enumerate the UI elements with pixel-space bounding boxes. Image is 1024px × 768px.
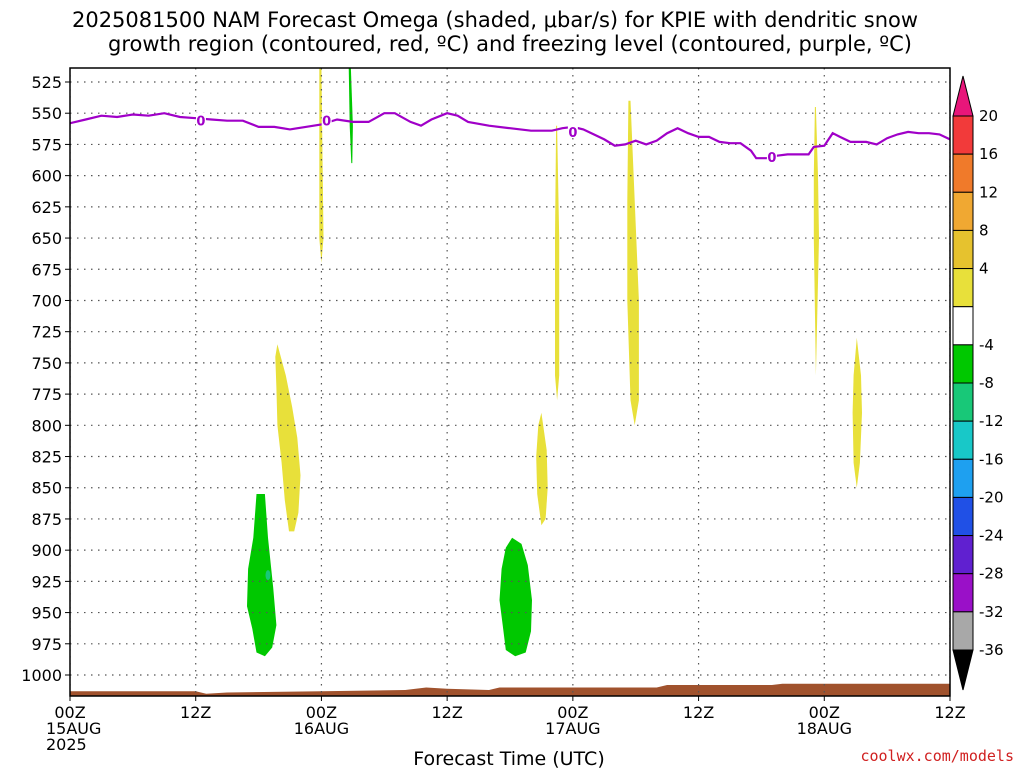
x-tick-label: 00Z (557, 703, 588, 722)
y-tick-label: 850 (31, 479, 62, 498)
y-tick-label: 900 (31, 541, 62, 560)
freezing-level-label: 0 (196, 115, 205, 130)
omega-yellow-plume-23z17 (813, 107, 819, 376)
colorbar-segment (952, 268, 974, 308)
x-tick-label: 15AUG (46, 719, 101, 738)
colorbar-tick-label: -32 (979, 603, 1004, 621)
colorbar-legend: 20 16 12 8 4 -4 -8 -12 -16 -20 -24 -28 -32 -36 (952, 75, 1004, 691)
colorbar-segment (952, 229, 974, 270)
freezing-level-label: 0 (568, 126, 577, 141)
y-tick-label: 1000 (21, 666, 62, 685)
x-tick-label: 12Z (934, 703, 965, 722)
y-tick-label: 950 (31, 604, 62, 623)
x-tick-label: 00Z (54, 703, 85, 722)
y-tick-label: 975 (31, 635, 62, 654)
colorbar-segment (952, 306, 974, 346)
colorbar-segment (952, 344, 974, 384)
y-tick-label: 525 (31, 73, 62, 92)
y-tick-label: 750 (31, 354, 62, 373)
colorbar-tick-label: 20 (979, 107, 998, 125)
x-tick-label: 18AUG (797, 719, 852, 738)
freezing-level-label: 0 (767, 151, 776, 166)
chart-title-line-1: 2025081500 NAM Forecast Omega (shaded, μ… (72, 8, 918, 32)
credit-text: coolwx.com/models (860, 747, 1014, 765)
omega-yellow-plume-21z16 (536, 412, 548, 526)
colorbar-tick-label: 4 (979, 260, 989, 278)
colorbar-segment (952, 115, 974, 155)
omega-green-blob-18z15 (247, 494, 277, 657)
colorbar-segment (952, 420, 974, 460)
colorbar-segment (952, 535, 974, 575)
colorbar-bottom-arrow (952, 649, 974, 691)
y-tick-label: 925 (31, 572, 62, 591)
colorbar-tick-label: 12 (979, 183, 998, 201)
freezing-level-line (70, 112, 950, 160)
omega-yellow-plume-22z16 (555, 125, 560, 401)
x-axis-label: Forecast Time (UTC) (413, 748, 604, 768)
x-tick-label: 2025 (46, 735, 87, 754)
x-tick-label: 16AUG (294, 719, 349, 738)
axes: 525 550 575 600 625 650 675 700 725 750 775 800 825 8… (21, 67, 966, 754)
chart-title-line-2: growth region (contoured, red, ºC) and f… (108, 32, 912, 56)
omega-cyan-spot (265, 570, 271, 581)
freezing-level-label: 0 (322, 115, 331, 130)
colorbar-segment (952, 458, 974, 498)
colorbar-segment (952, 382, 974, 422)
x-tick-label: 17AUG (545, 719, 600, 738)
plot-frame (69, 67, 951, 697)
y-tick-label: 825 (31, 448, 62, 467)
omega-yellow-blob-03z18 (852, 337, 862, 488)
x-tick-label: 12Z (180, 703, 211, 722)
y-tick-label: 600 (31, 167, 62, 186)
colorbar-segment (952, 573, 974, 613)
colorbar-tick-label: -20 (979, 488, 1004, 506)
y-tick-label: 550 (31, 104, 62, 123)
y-tick-label: 875 (31, 510, 62, 529)
colorbar-tick-label: -24 (979, 527, 1004, 545)
terrain-fill (70, 683, 950, 696)
y-tick-label: 575 (31, 135, 62, 154)
colorbar-tick-label: -12 (979, 412, 1004, 430)
colorbar-tick-label: 8 (979, 221, 989, 239)
y-tick-label: 675 (31, 260, 62, 279)
colorbar-tick-label: -4 (979, 336, 994, 354)
plot-area: 0 0 0 0 (70, 68, 950, 696)
omega-green-blob-18z16 (499, 537, 532, 657)
x-tick-label: 12Z (431, 703, 462, 722)
omega-yellow-plume-00z16 (319, 68, 324, 263)
colorbar-segment (952, 496, 974, 537)
colorbar-tick-label: -16 (979, 450, 1004, 468)
plot-content: 0 0 0 0 (70, 68, 950, 696)
omega-yellow-plume-18z15 (275, 344, 301, 532)
colorbar-tick-label: -8 (979, 374, 994, 392)
colorbar-segment (952, 611, 974, 651)
freezing-label-bg (766, 148, 777, 163)
omega-yellow-plume-05z17 (627, 100, 639, 426)
y-tick-label: 700 (31, 291, 62, 310)
y-tick-label: 800 (31, 416, 62, 435)
colorbar-segment (952, 153, 974, 193)
colorbar-tick-label: -36 (979, 641, 1004, 659)
freezing-label-bg (567, 123, 578, 138)
colorbar-tick-label: 16 (979, 145, 998, 163)
y-tick-label: 625 (31, 198, 62, 217)
colorbar-segment (952, 191, 974, 231)
freezing-label-bg (321, 112, 332, 127)
y-tick-label: 775 (31, 385, 62, 404)
y-tick-label: 650 (31, 229, 62, 248)
colorbar-tick-label: -28 (979, 565, 1004, 583)
x-tick-label: 00Z (809, 703, 840, 722)
freezing-label-bg (195, 112, 206, 127)
x-tick-label: 00Z (306, 703, 337, 722)
omega-green-plume-03z16 (348, 68, 353, 164)
x-tick-label: 12Z (683, 703, 714, 722)
y-tick-label: 725 (31, 323, 62, 342)
